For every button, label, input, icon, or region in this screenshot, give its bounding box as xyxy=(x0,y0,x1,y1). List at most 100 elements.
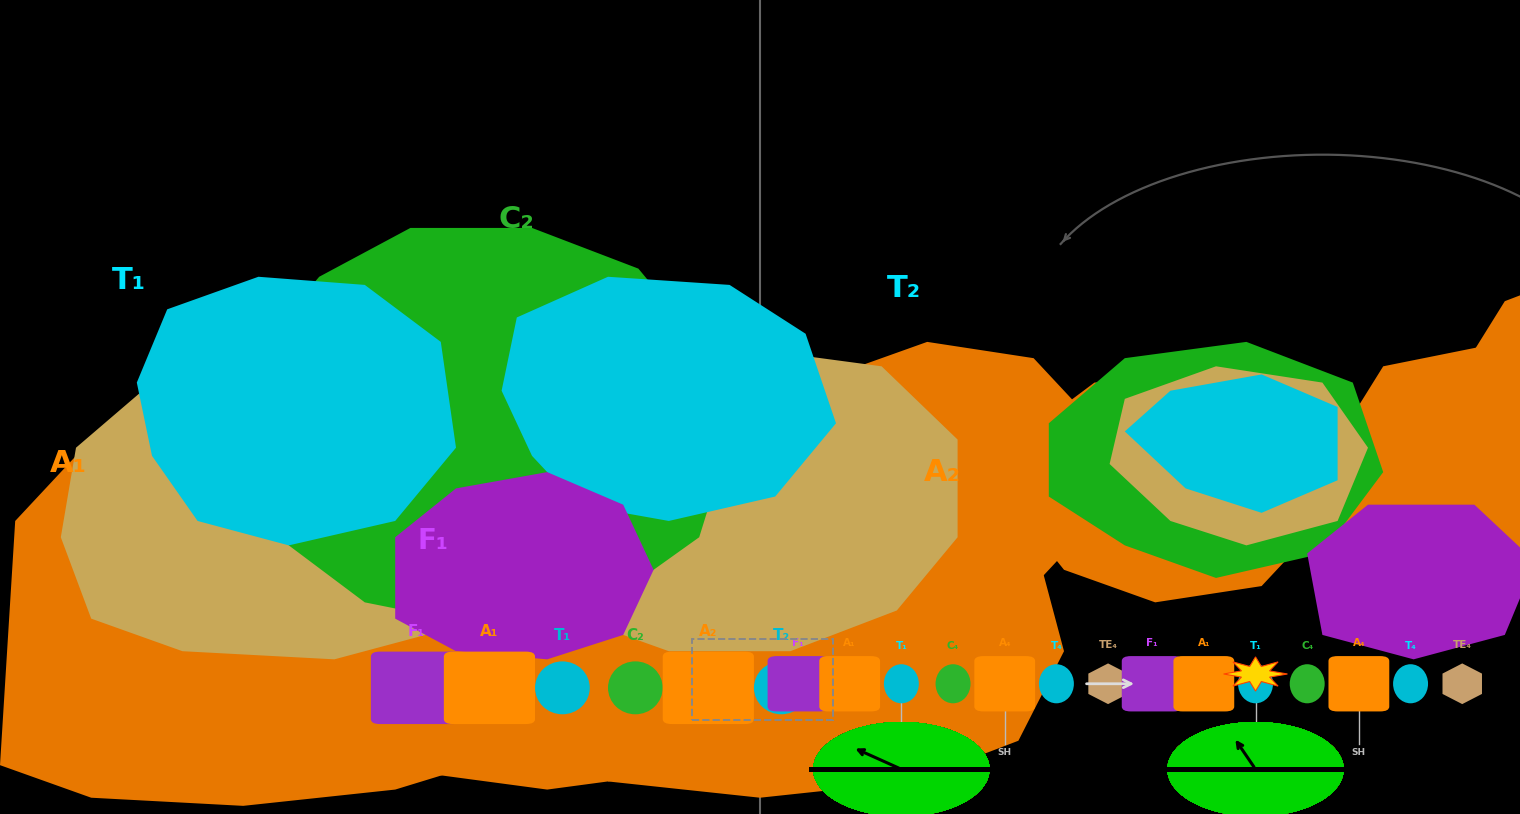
Wedge shape xyxy=(813,722,990,814)
Wedge shape xyxy=(1167,722,1344,814)
Wedge shape xyxy=(1167,722,1344,814)
Wedge shape xyxy=(813,722,990,814)
Wedge shape xyxy=(1167,722,1344,814)
Wedge shape xyxy=(1167,722,1344,814)
Wedge shape xyxy=(1167,722,1344,814)
Polygon shape xyxy=(61,342,547,659)
Wedge shape xyxy=(1167,722,1344,814)
Text: C₂: C₂ xyxy=(626,628,644,643)
Wedge shape xyxy=(813,722,990,814)
Wedge shape xyxy=(1167,722,1344,814)
Wedge shape xyxy=(813,722,990,814)
Wedge shape xyxy=(1167,722,1344,814)
Wedge shape xyxy=(813,722,990,814)
Ellipse shape xyxy=(1040,664,1073,703)
Text: SH: SH xyxy=(997,748,1012,757)
Wedge shape xyxy=(813,722,990,814)
Wedge shape xyxy=(1167,722,1344,814)
Wedge shape xyxy=(1167,722,1344,814)
Wedge shape xyxy=(1167,722,1344,814)
Wedge shape xyxy=(813,722,990,814)
Polygon shape xyxy=(1018,374,1322,602)
Wedge shape xyxy=(813,722,990,814)
Wedge shape xyxy=(813,722,990,814)
Polygon shape xyxy=(1110,366,1368,545)
Polygon shape xyxy=(228,228,730,627)
Wedge shape xyxy=(813,722,990,814)
Wedge shape xyxy=(813,722,990,814)
Ellipse shape xyxy=(935,664,970,703)
Ellipse shape xyxy=(1289,664,1325,703)
FancyBboxPatch shape xyxy=(663,651,754,724)
Wedge shape xyxy=(813,722,990,814)
Text: SH: SH xyxy=(1351,748,1366,757)
Wedge shape xyxy=(813,722,990,814)
Wedge shape xyxy=(1167,722,1344,814)
Wedge shape xyxy=(813,722,990,814)
Wedge shape xyxy=(813,722,990,814)
Wedge shape xyxy=(813,722,990,814)
Wedge shape xyxy=(1167,722,1344,814)
Wedge shape xyxy=(813,722,990,814)
Text: C₄: C₄ xyxy=(1301,641,1313,651)
Wedge shape xyxy=(813,722,990,814)
Wedge shape xyxy=(813,722,990,814)
Wedge shape xyxy=(1167,722,1344,814)
Wedge shape xyxy=(813,722,990,814)
Wedge shape xyxy=(1167,722,1344,814)
Wedge shape xyxy=(813,722,990,814)
Wedge shape xyxy=(813,722,990,814)
Wedge shape xyxy=(1167,722,1344,814)
Wedge shape xyxy=(813,722,990,814)
Wedge shape xyxy=(813,722,990,814)
Wedge shape xyxy=(1167,722,1344,814)
Wedge shape xyxy=(1167,722,1344,814)
Wedge shape xyxy=(813,722,990,814)
Wedge shape xyxy=(813,722,990,814)
Wedge shape xyxy=(813,722,990,814)
Wedge shape xyxy=(1167,722,1344,814)
Wedge shape xyxy=(813,722,990,814)
Wedge shape xyxy=(1167,722,1344,814)
Wedge shape xyxy=(813,722,990,814)
Wedge shape xyxy=(813,722,990,814)
Wedge shape xyxy=(1167,722,1344,814)
Wedge shape xyxy=(813,722,990,814)
Wedge shape xyxy=(813,722,990,814)
Wedge shape xyxy=(813,722,990,814)
Wedge shape xyxy=(813,722,990,814)
Polygon shape xyxy=(775,342,1094,610)
Wedge shape xyxy=(813,722,990,814)
Wedge shape xyxy=(813,722,990,814)
Wedge shape xyxy=(1167,722,1344,814)
Wedge shape xyxy=(1167,722,1344,814)
Text: TE₄: TE₄ xyxy=(1453,641,1471,650)
Wedge shape xyxy=(813,722,990,814)
Wedge shape xyxy=(813,722,990,814)
Polygon shape xyxy=(0,431,547,806)
Wedge shape xyxy=(1167,722,1344,814)
Wedge shape xyxy=(1167,722,1344,814)
FancyBboxPatch shape xyxy=(809,767,994,772)
Wedge shape xyxy=(813,722,990,814)
Polygon shape xyxy=(1049,342,1383,578)
Wedge shape xyxy=(1167,722,1344,814)
Wedge shape xyxy=(1167,722,1344,814)
Wedge shape xyxy=(1167,722,1344,814)
Wedge shape xyxy=(1167,722,1344,814)
Wedge shape xyxy=(813,722,990,814)
Wedge shape xyxy=(813,722,990,814)
Wedge shape xyxy=(1167,722,1344,814)
Wedge shape xyxy=(813,722,990,814)
Wedge shape xyxy=(1167,722,1344,814)
Wedge shape xyxy=(1167,722,1344,814)
Wedge shape xyxy=(1167,722,1344,814)
Wedge shape xyxy=(813,722,990,814)
Text: F₁: F₁ xyxy=(792,638,804,648)
Wedge shape xyxy=(1167,722,1344,814)
Polygon shape xyxy=(137,277,456,545)
Wedge shape xyxy=(1167,722,1344,814)
Wedge shape xyxy=(813,722,990,814)
Wedge shape xyxy=(813,722,990,814)
Text: SH: SH xyxy=(1248,748,1263,757)
